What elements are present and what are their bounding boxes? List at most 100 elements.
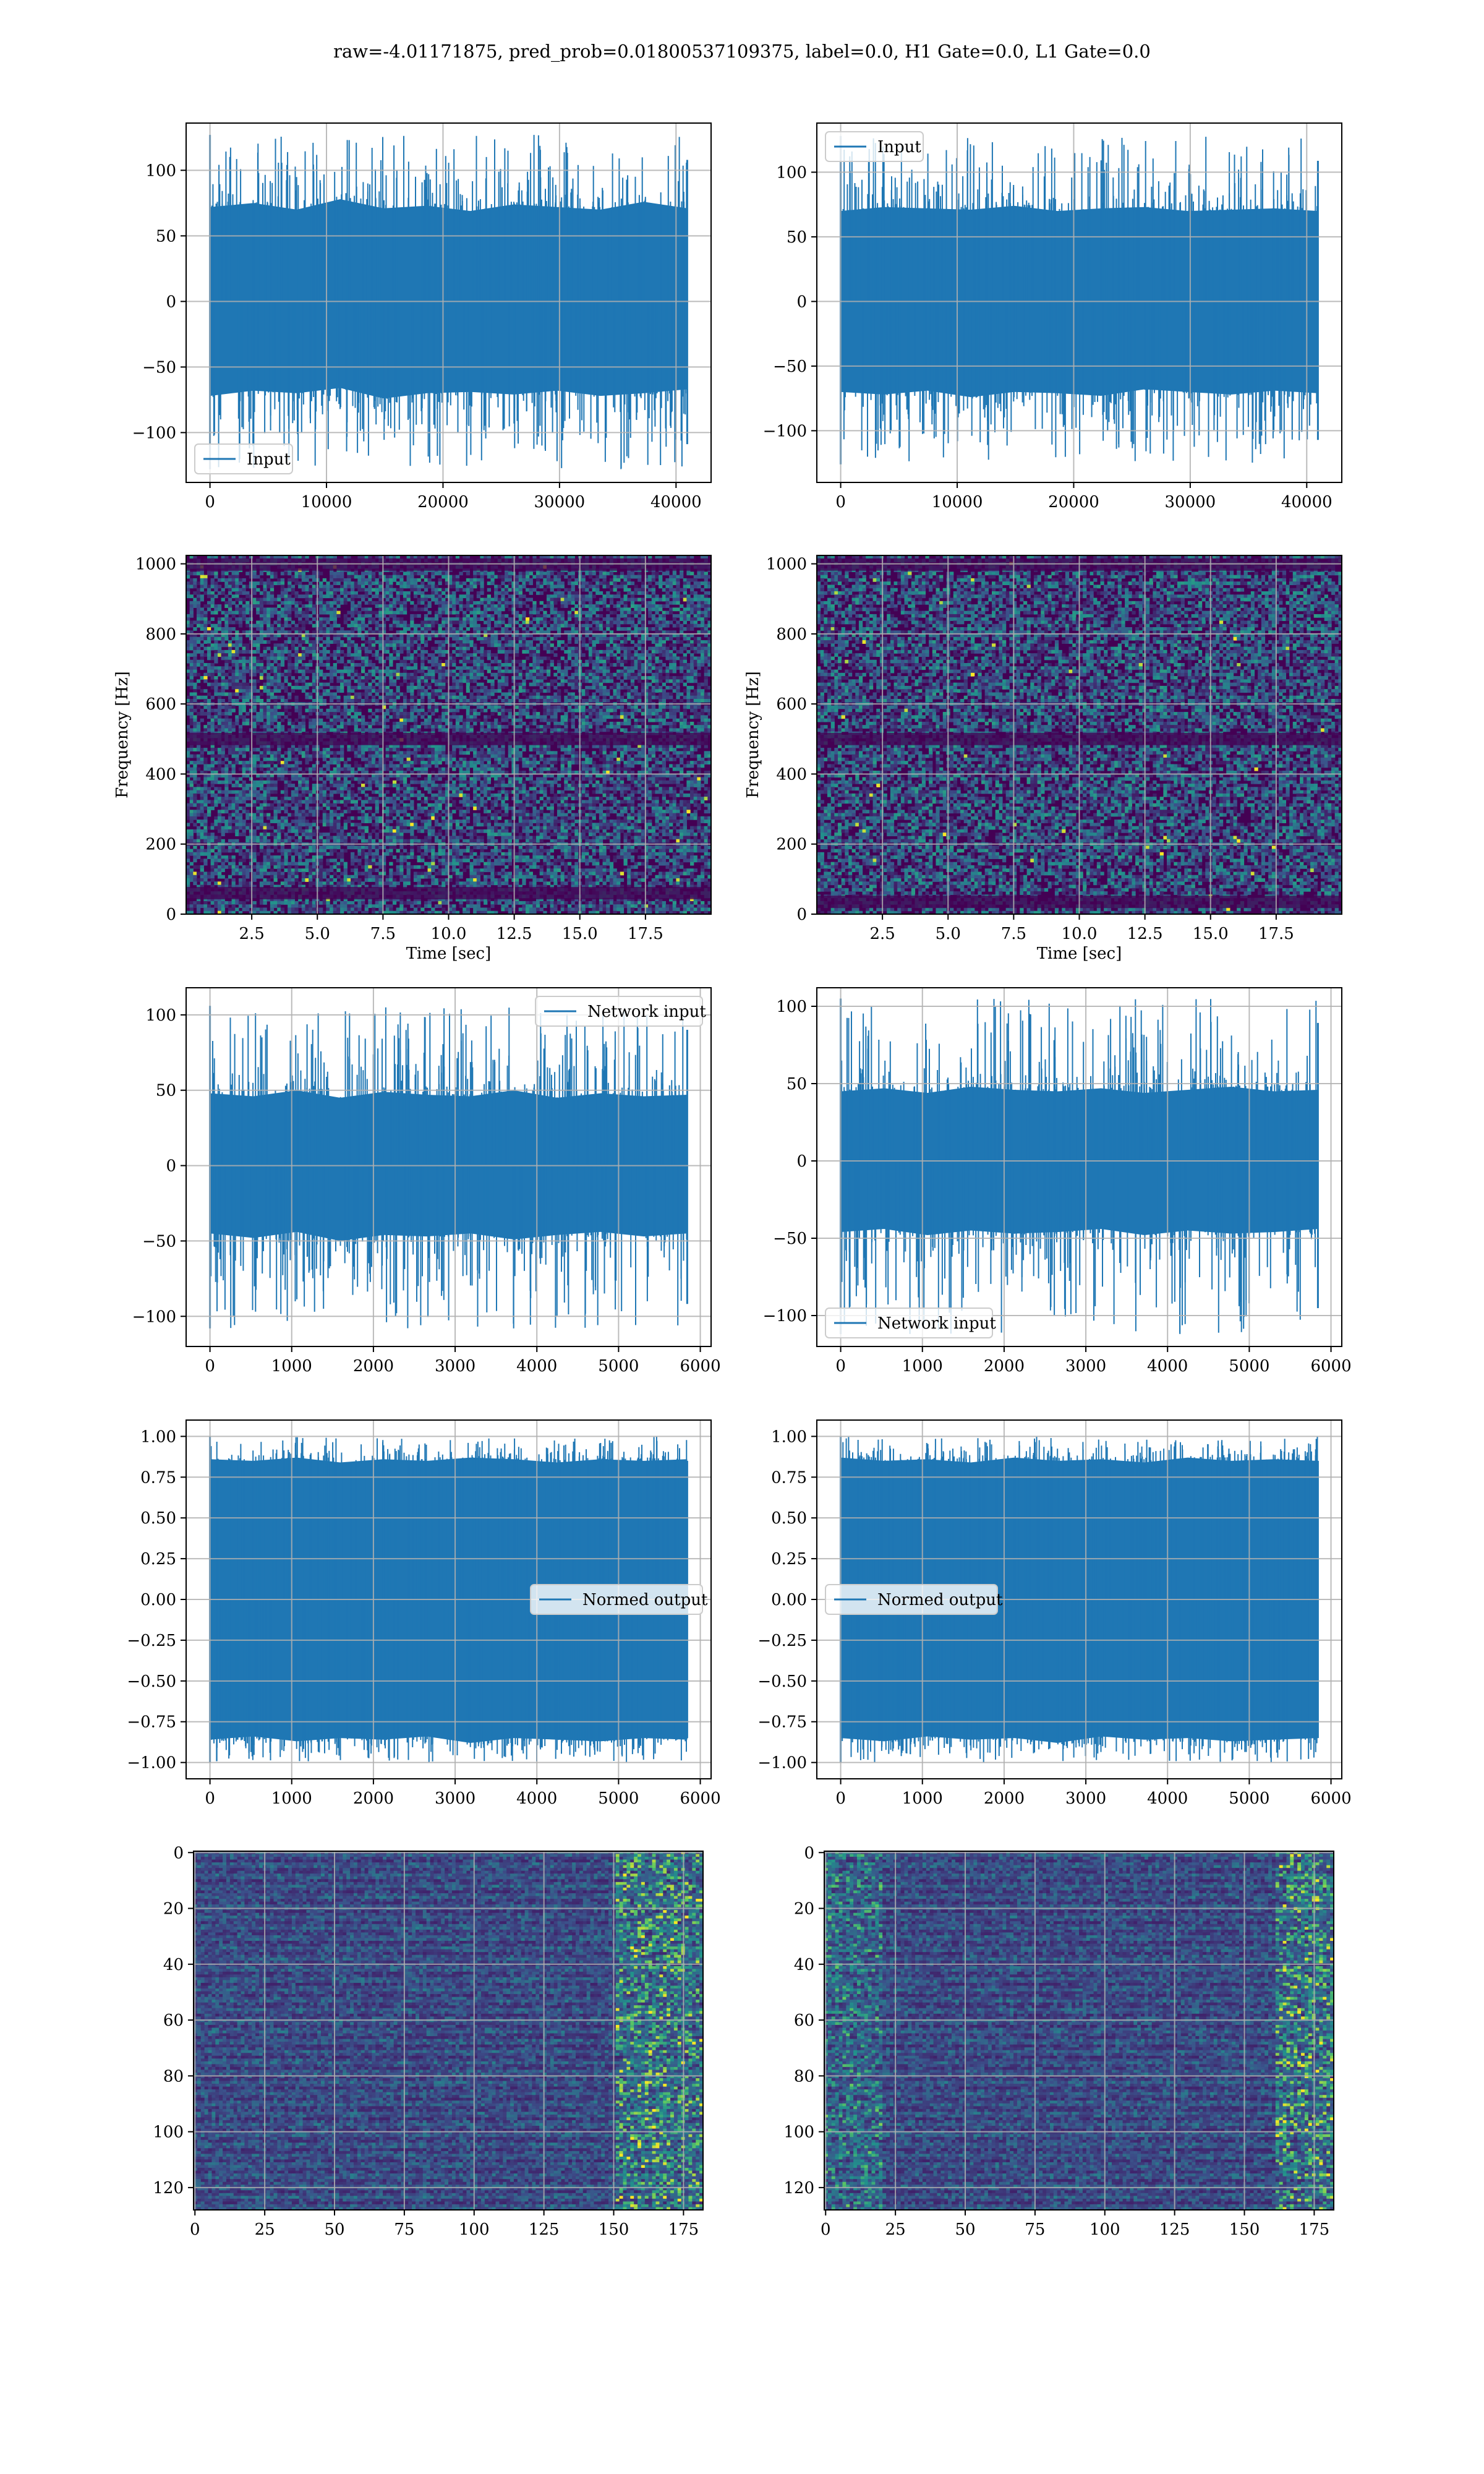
heatmap-cell: [550, 571, 554, 575]
heatmap-cell: [641, 647, 645, 651]
heatmap-cell: [417, 647, 421, 651]
heatmap-cell: [490, 673, 494, 677]
heatmap-cell: [532, 604, 536, 608]
heatmap-cell: [532, 666, 536, 670]
heatmap-cell: [294, 660, 298, 664]
heatmap-cell: [214, 575, 218, 579]
heatmap-cell: [351, 643, 354, 647]
heatmap-cell: [207, 584, 211, 588]
heatmap-cell: [284, 676, 288, 680]
heatmap-cell: [490, 581, 494, 585]
heatmap-cell: [459, 643, 463, 647]
heatmap-cell: [347, 598, 351, 602]
heatmap-cell: [277, 578, 281, 582]
heatmap-cell: [665, 650, 669, 654]
heatmap-cell: [277, 656, 281, 660]
heatmap-cell: [547, 601, 550, 605]
heatmap-cell: [441, 611, 445, 615]
heatmap-cell: [386, 640, 390, 644]
heatmap-cell: [543, 604, 547, 608]
heatmap-cell: [589, 575, 592, 579]
heatmap-cell: [403, 598, 407, 602]
heatmap-cell: [526, 620, 529, 624]
heatmap-cell: [526, 650, 529, 654]
heatmap-cell: [407, 598, 411, 602]
heatmap-cell: [253, 588, 257, 592]
heatmap-cell: [389, 601, 393, 605]
heatmap-cell: [522, 620, 526, 624]
heatmap-cell: [235, 617, 239, 621]
heatmap-cell: [694, 656, 697, 660]
heatmap-cell: [603, 624, 607, 628]
heatmap-cell: [323, 617, 326, 621]
heatmap-cell: [526, 588, 529, 592]
heatmap-cell: [543, 670, 547, 674]
heatmap-cell: [662, 643, 666, 647]
heatmap-cell: [267, 594, 270, 598]
heatmap-cell: [652, 604, 655, 608]
heatmap-cell: [305, 670, 309, 674]
heatmap-cell: [291, 620, 295, 624]
heatmap-cell: [323, 578, 326, 582]
heatmap-cell: [235, 611, 239, 615]
heatmap-cell: [232, 663, 236, 667]
heatmap-cell: [389, 627, 393, 631]
heatmap-cell: [218, 637, 221, 641]
heatmap-cell: [553, 601, 557, 605]
heatmap-cell: [428, 624, 432, 628]
heatmap-cell: [298, 575, 302, 579]
heatmap-cell: [459, 581, 463, 585]
heatmap-cell: [386, 607, 390, 611]
heatmap-cell: [697, 598, 701, 602]
heatmap-cell: [263, 617, 267, 621]
heatmap-cell: [336, 571, 340, 575]
heatmap-cell: [511, 666, 515, 670]
heatmap-cell: [477, 650, 480, 654]
heatmap-cell: [529, 614, 533, 618]
heatmap-cell: [595, 584, 599, 588]
heatmap-cell: [207, 601, 211, 605]
heatmap-cell: [326, 591, 330, 595]
heatmap-cell: [396, 601, 400, 605]
heatmap-cell: [550, 581, 554, 585]
heatmap-cell: [659, 640, 662, 644]
heatmap-cell: [375, 666, 379, 670]
heatmap-cell: [235, 604, 239, 608]
x-tick-label: 0: [205, 493, 215, 511]
heatmap-cell: [519, 591, 522, 595]
heatmap-cell: [256, 604, 260, 608]
heatmap-cell: [438, 598, 442, 602]
heatmap-cell: [498, 601, 501, 605]
heatmap-cell: [641, 640, 645, 644]
heatmap-cell: [214, 660, 218, 664]
heatmap-cell: [508, 637, 512, 641]
heatmap-cell: [697, 575, 701, 579]
heatmap-cell: [424, 656, 428, 660]
heatmap-cell: [582, 588, 586, 592]
heatmap-cell: [211, 673, 215, 677]
heatmap-cell: [414, 673, 417, 677]
heatmap-cell: [515, 637, 519, 641]
y-tick-label: 0: [796, 293, 807, 311]
heatmap-cell: [417, 643, 421, 647]
heatmap-cell: [291, 598, 295, 602]
heatmap-cell: [494, 584, 498, 588]
heatmap-cell: [309, 640, 312, 644]
heatmap-cell: [477, 571, 480, 575]
heatmap-cell: [291, 584, 295, 588]
heatmap-cell: [365, 591, 369, 595]
heatmap-cell: [309, 643, 312, 647]
heatmap-cell: [519, 594, 522, 598]
heatmap-cell: [571, 607, 575, 611]
heatmap-cell: [336, 598, 340, 602]
heatmap-cell: [200, 663, 204, 667]
heatmap-cell: [424, 594, 428, 598]
heatmap-cell: [683, 614, 687, 618]
heatmap-cell: [641, 670, 645, 674]
heatmap-cell: [232, 643, 236, 647]
heatmap-cell: [203, 637, 207, 641]
heatmap-cell: [298, 640, 302, 644]
heatmap-cell: [277, 663, 281, 667]
heatmap-cell: [368, 663, 372, 667]
heatmap-cell: [221, 591, 225, 595]
